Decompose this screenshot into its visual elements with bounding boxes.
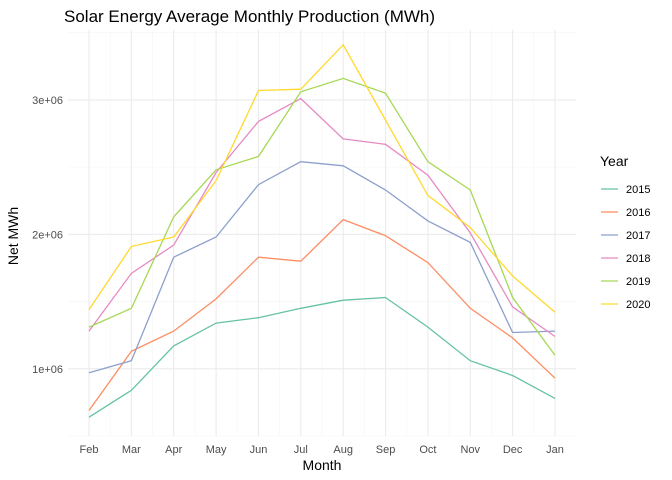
series-line-2020 [88,43,556,313]
legend-label-2018: 2018 [626,253,650,265]
x-tick-label: Sep [376,444,396,456]
series-line-2019 [88,77,556,356]
legend: Year 2015 2016 2017 2018 2019 2020 [600,153,650,311]
x-tick-label: Jan [546,444,564,456]
series-line-2015 [88,296,556,418]
x-tick-label: Oct [419,444,436,456]
y-axis-ticks: 1e+06 2e+06 3e+06 [32,95,63,376]
y-tick-label: 1e+06 [32,364,63,376]
chart-title: Solar Energy Average Monthly Production … [64,7,435,26]
x-tick-label: Apr [165,444,182,456]
x-tick-label: Mar [122,444,141,456]
series-lines [88,43,556,418]
x-tick-label: Feb [80,444,99,456]
legend-label-2015: 2015 [626,184,650,196]
x-tick-label: Aug [333,444,353,456]
x-axis-ticks: Feb Mar Apr May Jun Jul Aug Sep Oct Nov Dec Jan [80,444,564,456]
y-tick-label: 2e+06 [32,229,63,241]
x-tick-label: Jul [294,444,308,456]
legend-label-2020: 2020 [626,299,650,311]
series-line-2016 [88,218,556,411]
series-line-2018 [88,97,556,338]
series-line-2017 [88,161,556,374]
y-tick-label: 3e+06 [32,95,63,107]
x-tick-label: May [206,444,227,456]
x-tick-label: Dec [503,444,523,456]
legend-title: Year [600,153,629,169]
legend-label-2016: 2016 [626,207,650,219]
x-axis-label: Month [303,457,342,473]
legend-label-2017: 2017 [626,230,650,242]
x-tick-label: Nov [460,444,480,456]
legend-label-2019: 2019 [626,276,650,288]
x-tick-label: Jun [250,444,268,456]
y-axis-label: Net MWh [5,207,21,265]
grid [68,30,576,437]
